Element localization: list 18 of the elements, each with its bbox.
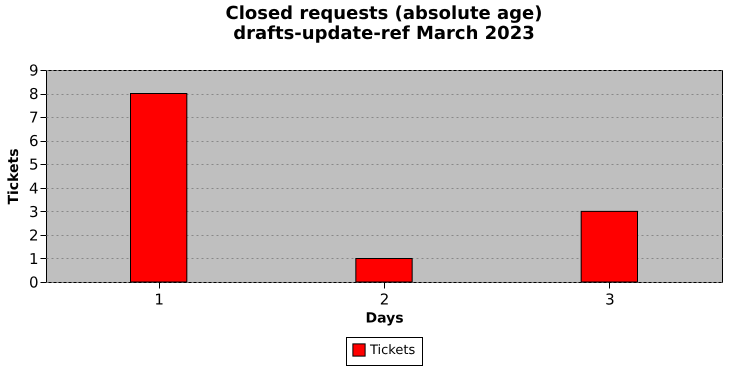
y-tick-label: 4 xyxy=(28,179,38,198)
x-tick-label: 1 xyxy=(154,290,164,308)
y-tick-label: 8 xyxy=(28,85,38,104)
y-tick-label: 0 xyxy=(28,274,38,292)
y-tick-label: 9 xyxy=(28,62,38,80)
x-tick-label: 3 xyxy=(605,290,615,308)
chart-title: Closed requests (absolute age) xyxy=(226,3,542,24)
x-tick-label: 2 xyxy=(380,290,390,308)
y-axis-title: Tickets xyxy=(6,148,22,205)
chart-subtitle: drafts-update-ref March 2023 xyxy=(233,23,535,44)
y-tick-label: 2 xyxy=(28,226,38,244)
y-tick-label: 3 xyxy=(28,202,38,221)
legend-label: Tickets xyxy=(369,343,416,358)
y-tick-label: 5 xyxy=(28,156,38,174)
x-axis-title: Days xyxy=(365,310,404,326)
y-tick-label: 6 xyxy=(28,132,38,150)
y-tick-label: 7 xyxy=(28,108,38,127)
y-tick-label: 1 xyxy=(28,250,38,268)
